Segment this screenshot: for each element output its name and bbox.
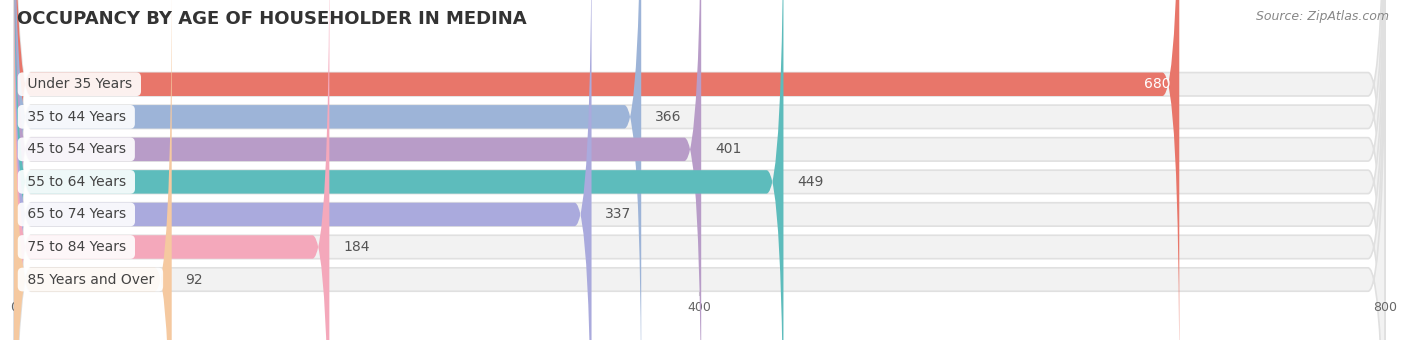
FancyBboxPatch shape [14,0,1385,340]
Text: 75 to 84 Years: 75 to 84 Years [22,240,131,254]
FancyBboxPatch shape [14,0,1385,340]
Text: Under 35 Years: Under 35 Years [22,77,136,91]
Text: 45 to 54 Years: 45 to 54 Years [22,142,129,156]
Text: 680: 680 [1144,77,1171,91]
Text: Source: ZipAtlas.com: Source: ZipAtlas.com [1256,10,1389,23]
Text: 366: 366 [655,110,682,124]
FancyBboxPatch shape [14,0,1385,340]
Text: 55 to 64 Years: 55 to 64 Years [22,175,131,189]
FancyBboxPatch shape [14,0,1385,340]
FancyBboxPatch shape [14,0,1385,340]
FancyBboxPatch shape [14,0,592,340]
Text: 92: 92 [186,273,202,287]
FancyBboxPatch shape [14,0,702,340]
Text: 85 Years and Over: 85 Years and Over [22,273,159,287]
Text: 184: 184 [343,240,370,254]
Text: 65 to 74 Years: 65 to 74 Years [22,207,131,221]
FancyBboxPatch shape [14,0,172,340]
FancyBboxPatch shape [14,0,1385,340]
FancyBboxPatch shape [14,0,783,340]
Text: 337: 337 [605,207,631,221]
Text: 35 to 44 Years: 35 to 44 Years [22,110,129,124]
Text: 401: 401 [714,142,741,156]
FancyBboxPatch shape [14,0,1385,340]
FancyBboxPatch shape [14,0,641,340]
FancyBboxPatch shape [14,0,329,340]
Text: 449: 449 [797,175,824,189]
FancyBboxPatch shape [14,0,1180,340]
Text: OCCUPANCY BY AGE OF HOUSEHOLDER IN MEDINA: OCCUPANCY BY AGE OF HOUSEHOLDER IN MEDIN… [17,10,526,28]
